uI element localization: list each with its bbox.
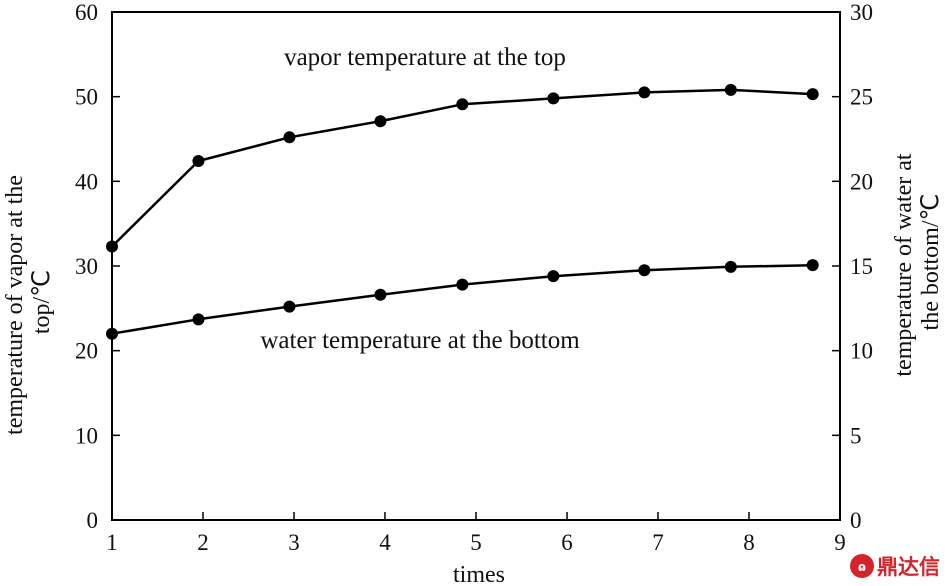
series-line-0: [111, 88, 813, 248]
right-y-tick-label: 0: [850, 508, 862, 533]
left-y-tick-label: 40: [75, 169, 98, 194]
left-y-tick-label: 60: [75, 0, 98, 25]
x-tick-label: 3: [288, 530, 300, 555]
right-y-tick-label: 5: [850, 423, 862, 448]
x-tick-label: 8: [743, 530, 755, 555]
right-y-axis-title: temperature of water at the bottom/℃: [891, 147, 944, 376]
left-y-axis-ticks: 0 10 20 30 40 50 60: [75, 0, 120, 533]
series-1-point: [374, 288, 387, 301]
series-1-point: [192, 313, 205, 326]
x-tick-label: 5: [470, 530, 482, 555]
right-y-tick-label: 15: [850, 254, 873, 279]
series-0-point: [374, 115, 387, 128]
right-y-tick-label: 20: [850, 169, 873, 194]
right-y-tick-label: 10: [850, 339, 873, 364]
left-y-tick-label: 20: [75, 339, 98, 364]
series-0-point: [724, 83, 737, 96]
x-tick-label: 6: [561, 530, 573, 555]
left-y-tick-label: 30: [75, 254, 98, 279]
series-0-point: [547, 92, 560, 105]
watermark-text: 鼎达信: [877, 555, 940, 579]
right-y-axis-ticks: 0 5 10 15 20 25 30: [832, 0, 873, 533]
water-series-annotation: water temperature at the bottom: [260, 327, 580, 354]
left-y-axis-title-line-1: temperature of vapor at the: [2, 175, 28, 435]
series-1-point: [724, 260, 737, 273]
series-0-point: [106, 240, 118, 253]
series-layer: [106, 83, 819, 340]
right-y-axis-title-line-2: the bottom/℃: [918, 194, 944, 331]
x-tick-label: 7: [652, 530, 664, 555]
left-y-tick-label: 50: [75, 85, 98, 110]
series-1-point: [283, 300, 296, 313]
vapor-series-annotation: vapor temperature at the top: [284, 44, 566, 71]
series-1-point: [806, 259, 819, 272]
series-1-point: [547, 270, 560, 283]
series-1-point: [456, 278, 469, 291]
series-0-point: [456, 98, 469, 111]
series-0-point: [638, 86, 651, 99]
x-axis-ticks: 1 2 3 4 5 6 7 8 9: [106, 512, 846, 555]
series-0-point: [806, 88, 819, 101]
right-y-tick-label: 30: [850, 0, 873, 25]
series-line-1: [111, 263, 813, 335]
x-tick-label: 2: [197, 530, 209, 555]
right-y-tick-label: 25: [850, 85, 873, 110]
series-0-point: [283, 131, 296, 144]
ddx-logo-icon: [850, 554, 874, 578]
series-1-point: [106, 327, 118, 340]
series-0-point: [192, 155, 205, 168]
x-tick-label: 9: [834, 530, 846, 555]
right-y-axis-title-line-1: temperature of water at: [891, 153, 917, 377]
x-axis-title: times: [453, 562, 505, 586]
left-y-tick-label: 10: [75, 423, 98, 448]
x-tick-label: 1: [106, 530, 118, 555]
series-1-point: [638, 264, 651, 277]
left-y-tick-label: 0: [87, 508, 99, 533]
ddx-logo-glyph: ɷ: [858, 560, 866, 574]
left-y-axis-title-line-2: top/℃: [29, 270, 55, 334]
left-y-axis-title: temperature of vapor at the top/℃: [2, 169, 55, 435]
x-tick-label: 4: [379, 530, 391, 555]
watermark: ɷ 鼎达信: [850, 554, 940, 579]
